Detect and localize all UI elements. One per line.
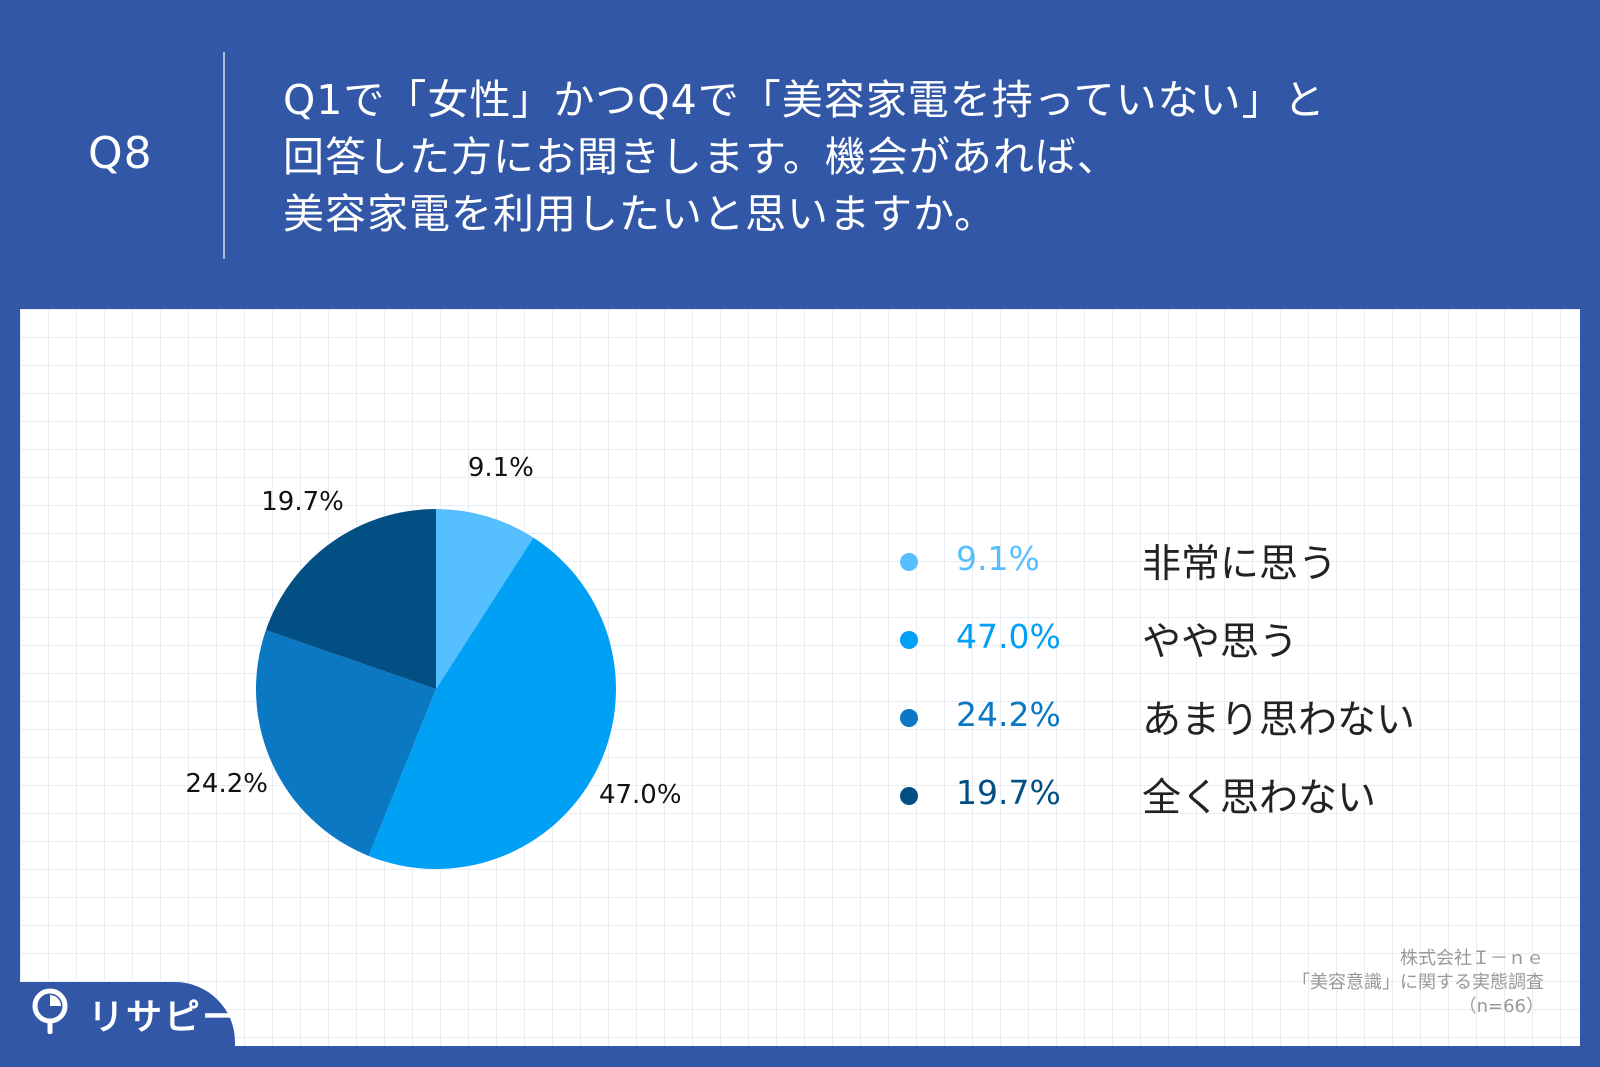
question-line: 回答した方にお聞きします。機会があれば、 xyxy=(283,133,1119,181)
pie-data-label: 47.0% xyxy=(598,779,682,810)
logo-text: リサピー xyxy=(88,997,241,1038)
legend-percent: 9.1% xyxy=(956,539,1040,578)
source-survey: 「美容意識」に関する実態調査 xyxy=(1292,972,1544,993)
pie-slice xyxy=(368,537,616,869)
pie-slice xyxy=(265,509,436,689)
legend-percent: 47.0% xyxy=(956,617,1061,656)
question-number: Q8 xyxy=(88,128,153,179)
source-company: 株式会社Ｉ－ｎｅ xyxy=(1400,948,1544,969)
source-note: 株式会社Ｉ－ｎｅ 「美容意識」に関する実態調査 （n=66） xyxy=(1292,947,1544,1019)
pie-data-label: 19.7% xyxy=(261,486,344,517)
legend-dot xyxy=(900,553,918,571)
header-divider xyxy=(223,52,225,259)
pie-data-label: 9.1% xyxy=(467,453,534,484)
question-line: 美容家電を利用したいと思いますか。 xyxy=(283,190,997,238)
legend-label: 全く思わない xyxy=(1142,776,1377,821)
legend-label: やや思う xyxy=(1142,620,1299,665)
pie-data-label: 24.2% xyxy=(185,769,268,800)
legend-percent: 19.7% xyxy=(956,773,1061,812)
pie-slice xyxy=(436,509,534,689)
question-line: Q1で「女性」かつQ4で「美容家電を持っていない」と xyxy=(283,76,1326,124)
legend-label: 非常に思う xyxy=(1142,542,1338,587)
pie-slice xyxy=(256,630,436,856)
legend-dot xyxy=(900,787,918,805)
legend-label: あまり思わない xyxy=(1142,698,1416,743)
header: Q8 Q1で「女性」かつQ4で「美容家電を持っていない」と 回答した方にお聞きし… xyxy=(0,0,1600,300)
chart-panel: 9.1% 47.0% 24.2% 19.7% 9.1% 非常に思う 47.0% やや思… xyxy=(20,309,1580,1046)
pie-chart xyxy=(256,509,616,869)
logo: リサピー xyxy=(20,982,238,1046)
legend-percent: 24.2% xyxy=(956,695,1061,734)
pin-pie-icon xyxy=(32,988,68,1034)
question-text: Q1で「女性」かつQ4で「美容家電を持っていない」と 回答した方にお聞きします。… xyxy=(283,72,1326,243)
legend-dot xyxy=(900,631,918,649)
source-sample: （n=66） xyxy=(1458,996,1544,1017)
legend-dot xyxy=(900,709,918,727)
